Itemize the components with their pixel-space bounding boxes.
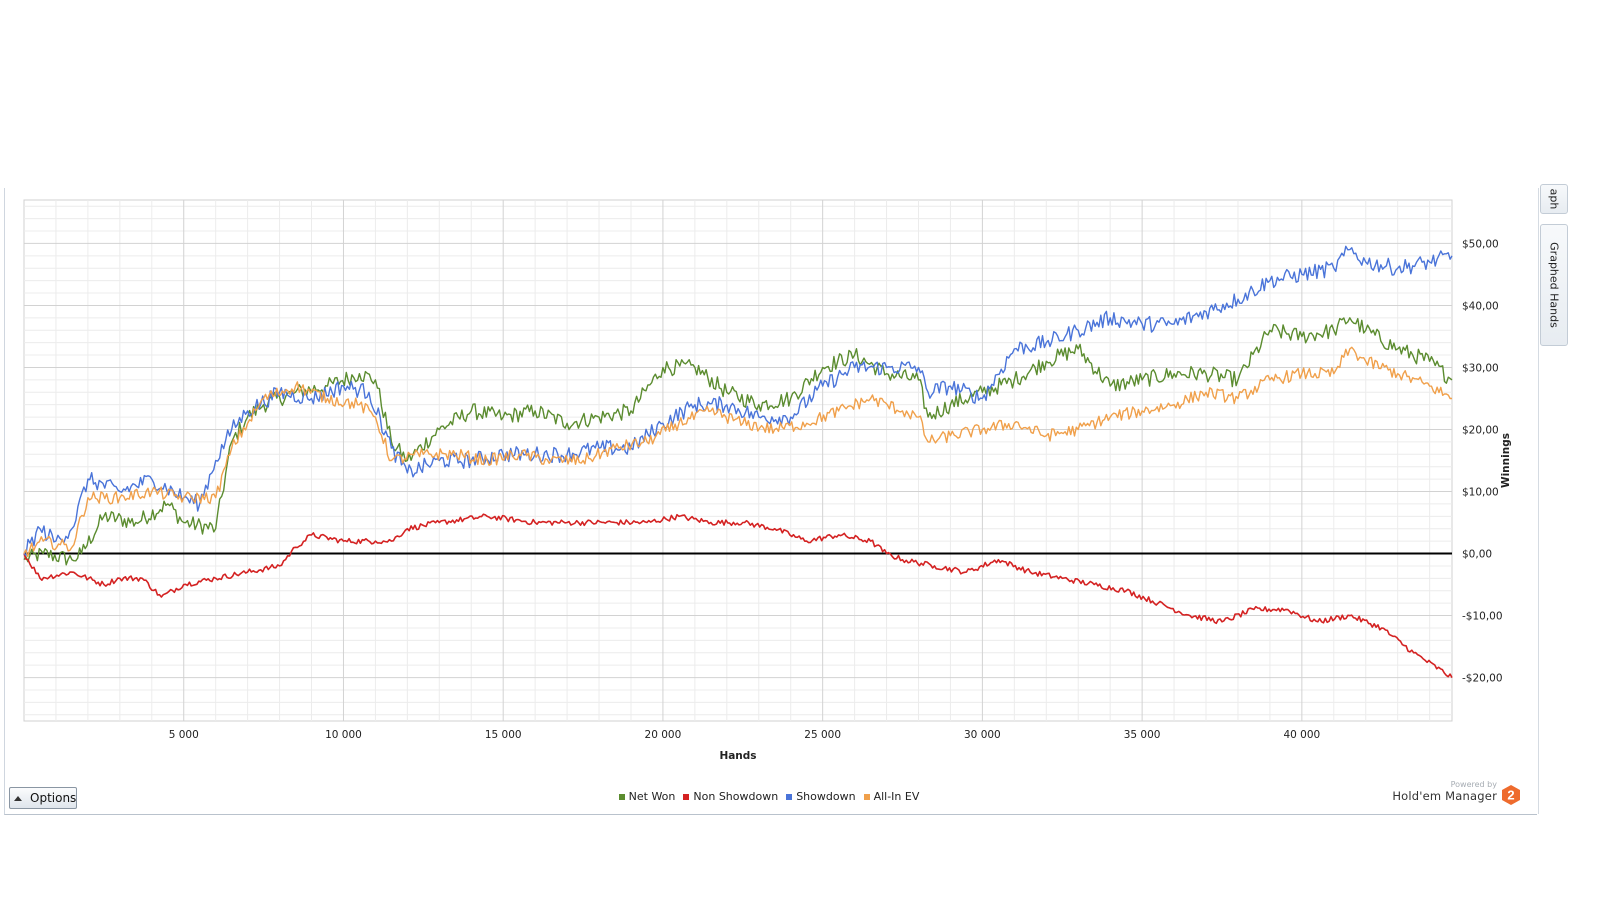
series-all-in-ev-line xyxy=(23,346,1452,558)
series-net-won-line xyxy=(23,317,1453,566)
legend-swatch xyxy=(618,793,625,800)
x-tick-label: 25 000 xyxy=(804,729,841,741)
x-axis-title: Hands xyxy=(719,750,756,762)
y-tick-label: $30,00 xyxy=(1462,362,1499,374)
y-tick-label: $50,00 xyxy=(1462,238,1499,250)
brand: Powered by Hold'em Manager 2 xyxy=(1392,780,1524,808)
x-tick-label: 20 000 xyxy=(645,729,682,741)
y-tick-label: $20,00 xyxy=(1462,424,1499,436)
x-tick-label: 30 000 xyxy=(964,729,1001,741)
legend-item-all-in-ev: All-In EV xyxy=(863,790,920,803)
plot-area xyxy=(23,199,1453,722)
legend-swatch xyxy=(786,793,793,800)
x-tick-label: 10 000 xyxy=(325,729,362,741)
powered-by-text: Powered by xyxy=(1450,780,1497,789)
y-tick-label: -$10,00 xyxy=(1462,611,1503,623)
legend-label: All-In EV xyxy=(873,790,920,803)
legend-label: Net Won xyxy=(628,790,676,803)
legend-label: Non Showdown xyxy=(693,790,779,803)
holdem-manager-logo-icon: 2 xyxy=(1502,785,1520,805)
legend: Net Won Non Showdown Showdown All-In EV xyxy=(0,790,1538,803)
legend-item-showdown: Showdown xyxy=(786,790,856,803)
tab-graphed-hands-label: Graphed Hands xyxy=(1547,242,1561,328)
y-tick-label: $10,00 xyxy=(1462,487,1499,499)
tab-graphed-hands[interactable]: Graphed Hands xyxy=(1540,224,1568,346)
graph-panel: 5 000 10 000 15 000 20 000 25 000 30 000 35 00… xyxy=(4,188,1537,815)
y-tick-label: $0,00 xyxy=(1462,549,1492,561)
legend-swatch xyxy=(863,793,870,800)
options-label: Options xyxy=(30,791,77,805)
chevron-up-icon xyxy=(14,795,22,801)
y-axis-title: Winnings xyxy=(1500,433,1512,488)
options-button[interactable]: Options xyxy=(9,787,77,809)
x-tick-label: 40 000 xyxy=(1283,729,1320,741)
x-tick-label: 35 000 xyxy=(1124,729,1161,741)
legend-swatch xyxy=(683,793,690,800)
legend-item-net-won: Net Won xyxy=(618,790,676,803)
series-showdown-line xyxy=(23,245,1453,556)
x-tick-label: 15 000 xyxy=(485,729,522,741)
side-panel: aph Graphed Hands xyxy=(1538,184,1569,814)
brand-name: Hold'em Manager xyxy=(1392,789,1497,803)
svg-text:2: 2 xyxy=(1507,788,1514,803)
legend-label: Showdown xyxy=(796,790,856,803)
y-tick-label: $40,00 xyxy=(1462,300,1499,312)
tab-graph[interactable]: aph xyxy=(1540,184,1568,214)
winnings-chart: 5 000 10 000 15 000 20 000 25 000 30 000 35 00… xyxy=(23,199,1512,762)
legend-item-non-showdown: Non Showdown xyxy=(683,790,778,803)
series-non-showdown-line xyxy=(23,513,1453,678)
x-tick-label: 5 000 xyxy=(169,729,199,741)
y-tick-label: -$20,00 xyxy=(1462,673,1503,685)
tab-graph-label: aph xyxy=(1547,188,1561,210)
